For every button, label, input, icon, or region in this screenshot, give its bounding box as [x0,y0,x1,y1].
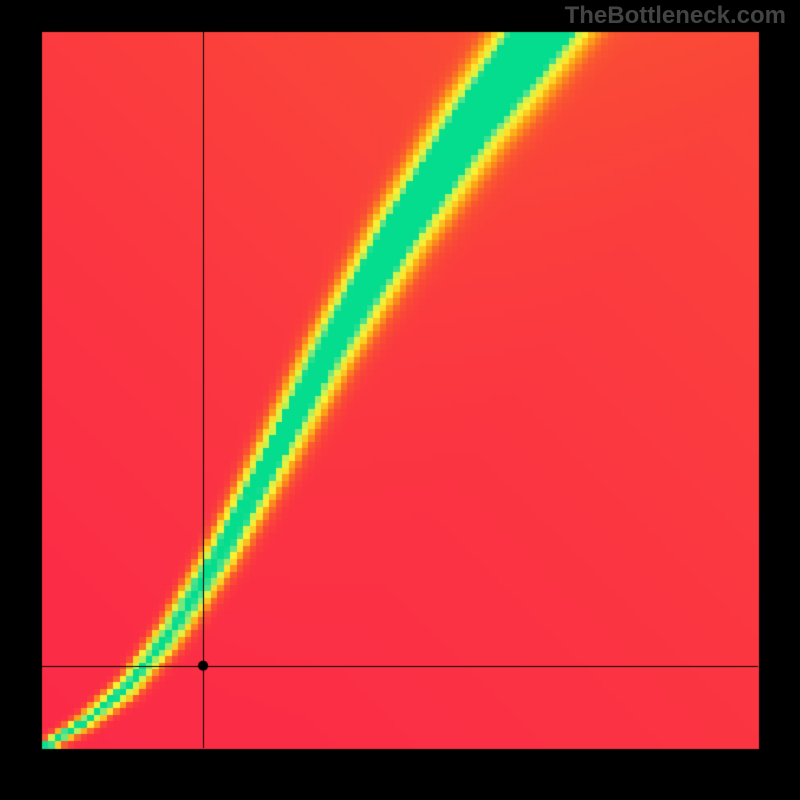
bottleneck-heatmap [0,0,800,800]
watermark-text: TheBottleneck.com [565,2,786,30]
chart-container: TheBottleneck.com [0,0,800,800]
